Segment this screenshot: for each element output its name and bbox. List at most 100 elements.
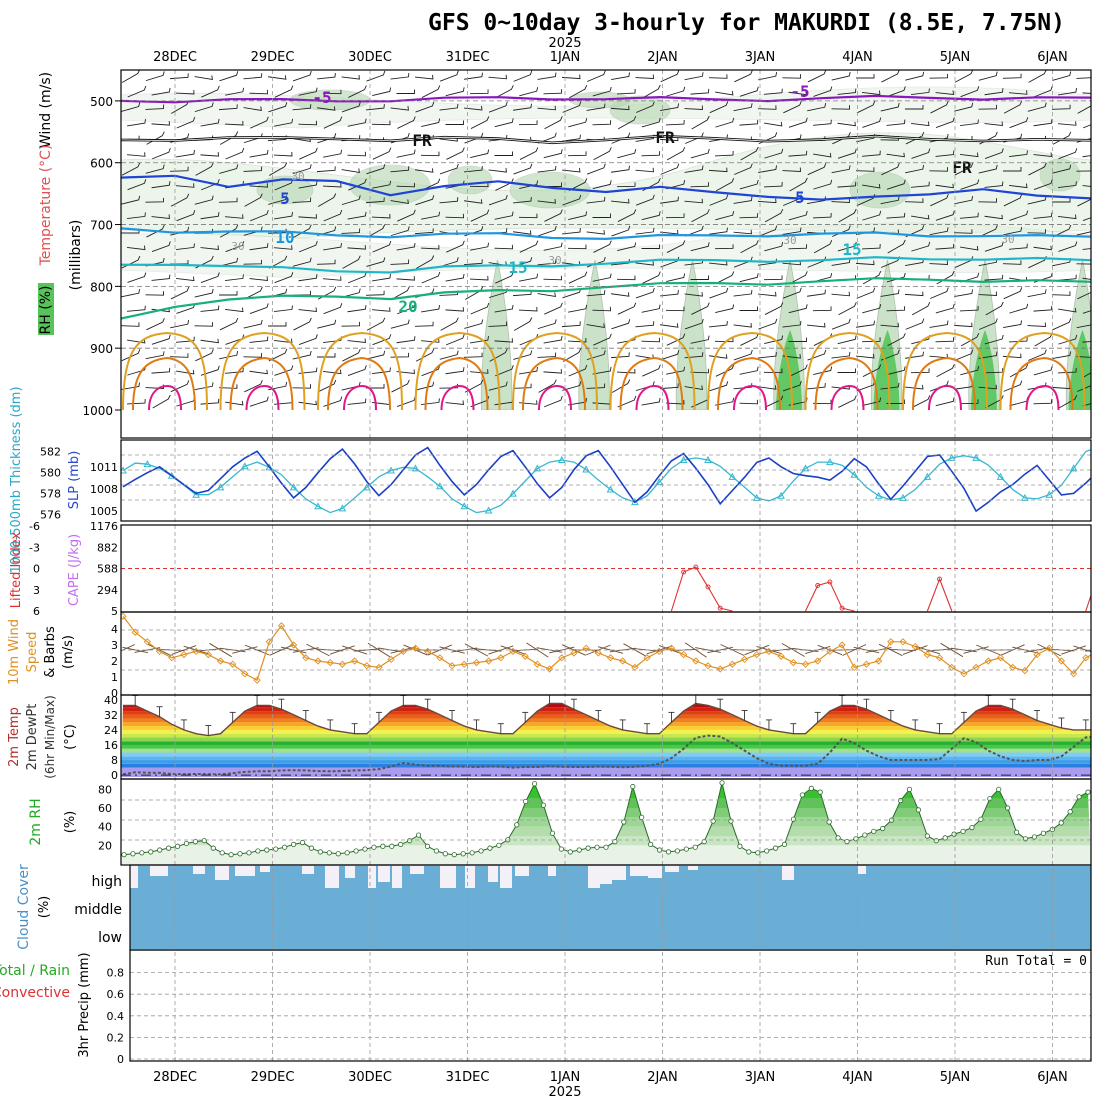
lifted-tick: -3 <box>29 541 40 554</box>
wind-barb <box>194 195 214 205</box>
wind-barb <box>1077 385 1091 392</box>
rh-point <box>451 852 457 858</box>
rh-point <box>674 848 681 854</box>
wind-barb <box>292 290 312 296</box>
wind-barb <box>954 349 974 361</box>
wind-barb <box>954 196 974 205</box>
wind-barb <box>469 89 489 95</box>
wind-barb <box>611 132 631 144</box>
wind-barb <box>396 369 415 374</box>
panel-frames <box>120 69 1092 1062</box>
wind-barb <box>366 224 386 238</box>
wind-barb <box>439 163 459 175</box>
wind-barb <box>323 369 342 375</box>
isotherm-warm <box>343 384 377 411</box>
temp-band <box>121 748 1091 753</box>
wind-barb <box>862 210 882 221</box>
thickness-point <box>1095 444 1100 450</box>
wind-barb <box>978 198 997 203</box>
wind-tick: 2 <box>111 655 118 668</box>
wind-barb <box>930 100 949 114</box>
wind-barb <box>831 351 851 359</box>
thickness-tick: 578 <box>40 488 61 501</box>
wind-panel <box>121 612 1091 684</box>
wind-barb <box>788 210 808 221</box>
wind-barb <box>788 244 808 250</box>
wind-barb <box>715 211 735 221</box>
ts-label-slp: SLP (mb) <box>67 451 82 510</box>
panel-frame <box>129 949 1092 1062</box>
wind-speed-point <box>265 638 273 646</box>
wind-barb <box>366 70 386 82</box>
wind-speed-point <box>606 654 615 662</box>
wind-barb <box>175 183 195 188</box>
isotherm-warm <box>132 356 196 411</box>
wind-barb <box>543 149 563 159</box>
wind-barb <box>837 241 857 252</box>
wind-barb <box>372 180 392 189</box>
wind-barb <box>886 272 906 283</box>
wind-barb <box>616 368 636 374</box>
wind-barb <box>494 244 513 250</box>
wind-barb <box>635 167 654 173</box>
wind-barb <box>929 227 949 236</box>
wind-barb <box>978 291 997 296</box>
wind-barb <box>788 304 808 314</box>
wind-barb <box>126 152 146 157</box>
precip-tick: 0 <box>117 1053 124 1066</box>
wind-barb <box>151 147 171 160</box>
x-tick-bottom: 31DEC <box>446 1070 490 1085</box>
wind-barb <box>1008 90 1028 95</box>
wind-barb <box>396 396 416 408</box>
wind-speed-point <box>289 641 298 649</box>
wind-barb <box>519 180 539 189</box>
wind-barb <box>708 74 728 79</box>
wind-barb <box>1008 337 1028 343</box>
wind-barb <box>249 396 269 407</box>
wind-speed-point <box>424 647 432 656</box>
wind-barb <box>544 209 563 222</box>
wind-barb <box>690 242 710 252</box>
wind-barb <box>911 121 930 127</box>
rh-point <box>549 830 556 836</box>
wind-barb <box>714 244 734 250</box>
cape-tick: 294 <box>97 584 118 597</box>
rh-shade-blob <box>849 171 911 209</box>
wind-speed-point <box>935 654 944 662</box>
wind-barb <box>415 168 434 173</box>
wind-barb <box>691 302 710 315</box>
wind-barb <box>341 75 360 80</box>
wind-barb <box>911 241 931 252</box>
wind-barb <box>714 151 734 157</box>
rh-point <box>389 843 395 849</box>
wind-barb <box>813 239 833 254</box>
wind-barb <box>763 275 783 281</box>
wind-barb <box>1034 332 1053 347</box>
wind-barb <box>660 290 679 297</box>
x-tick-top: 31DEC <box>446 50 490 65</box>
wind-barb <box>1003 380 1023 392</box>
rh-swatch <box>38 283 54 335</box>
wind-barb <box>519 273 539 282</box>
wind-barb <box>323 149 343 158</box>
rh-point <box>201 838 207 844</box>
wind-barb <box>878 643 903 657</box>
wind-barb <box>249 89 268 95</box>
temp-tick: 0 <box>111 769 118 782</box>
wind-barb <box>886 179 906 190</box>
rh-point <box>121 852 127 858</box>
wind-barb <box>1037 643 1062 657</box>
wind-barb <box>317 73 336 80</box>
x-tick-bottom: 4JAN <box>842 1070 873 1085</box>
lifted-point <box>705 584 711 590</box>
rh-point <box>1067 809 1073 815</box>
wind-barb <box>684 352 704 359</box>
wind-barb <box>880 196 900 205</box>
wind-barb <box>421 118 441 127</box>
rh-point <box>746 849 752 855</box>
wind-barb <box>445 333 465 346</box>
wind-barb <box>592 120 612 126</box>
wind-barb <box>151 274 171 281</box>
wind-barb <box>249 369 268 375</box>
wind-speed-point <box>753 650 761 659</box>
